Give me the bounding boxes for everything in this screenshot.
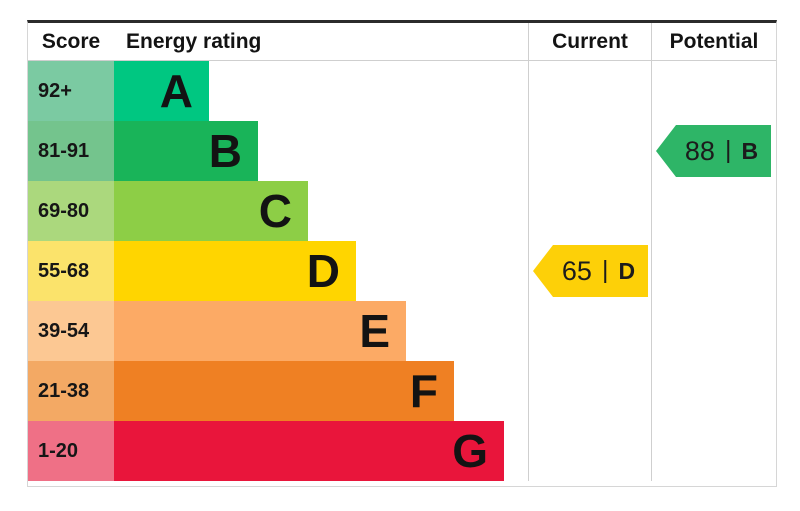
bottom-spacer [28, 481, 776, 486]
header-row: Score Energy rating Current Potential [28, 23, 776, 61]
score-cell-g: 1-20 [28, 421, 114, 481]
energy-rating-column-header: Energy rating [114, 23, 528, 61]
current-rating-arrow: 65 | D [533, 245, 648, 297]
rating-bar-e: E [114, 301, 406, 361]
band-letter-e: E [359, 305, 390, 357]
band-letter-a: A [159, 65, 193, 117]
score-cell-f: 21-38 [28, 361, 114, 421]
potential-band-letter: B [741, 137, 759, 164]
current-separator: | [601, 255, 609, 284]
band-row-a: 92+ A [28, 61, 776, 121]
score-cell-c: 69-80 [28, 181, 114, 241]
score-cell-d: 55-68 [28, 241, 114, 301]
score-cell-e: 39-54 [28, 301, 114, 361]
band-row-b: 81-91 B [28, 121, 776, 181]
bar-cell-g: G [114, 421, 528, 481]
band-row-d: 55-68 D [28, 241, 776, 301]
bar-cell-d: D [114, 241, 528, 301]
band-row-f: 21-38 F [28, 361, 776, 421]
band-row-e: 39-54 E [28, 301, 776, 361]
current-score-value: 65 [561, 255, 592, 286]
bar-cell-f: F [114, 361, 528, 421]
rating-bar-d: D [114, 241, 356, 301]
bar-cell-b: B [114, 121, 528, 181]
band-row-g: 1-20 G [28, 421, 776, 481]
band-letter-d: D [306, 245, 340, 297]
rating-bar-a: A [114, 61, 209, 121]
score-cell-a: 92+ [28, 61, 114, 121]
score-cell-b: 81-91 [28, 121, 114, 181]
potential-separator: | [724, 135, 732, 164]
potential-rating-arrow: 88 | B [656, 125, 771, 177]
band-letter-g: G [452, 425, 488, 477]
score-column-header: Score [28, 23, 114, 61]
potential-column-header: Potential [651, 23, 776, 61]
band-letter-c: C [258, 185, 292, 237]
band-letter-b: B [208, 125, 242, 177]
current-column-header: Current [528, 23, 651, 61]
rating-bar-g: G [114, 421, 504, 481]
current-band-letter: D [618, 257, 636, 284]
band-row-c: 69-80 C [28, 181, 776, 241]
band-letter-f: F [409, 365, 438, 417]
rating-bar-b: B [114, 121, 258, 181]
bar-cell-c: C [114, 181, 528, 241]
bar-cell-e: E [114, 301, 528, 361]
bar-cell-a: A [114, 61, 528, 121]
rating-bar-f: F [114, 361, 454, 421]
epc-rating-chart: Score Energy rating Current Potential 92… [27, 20, 777, 487]
rating-bar-c: C [114, 181, 308, 241]
potential-score-value: 88 [684, 135, 715, 166]
